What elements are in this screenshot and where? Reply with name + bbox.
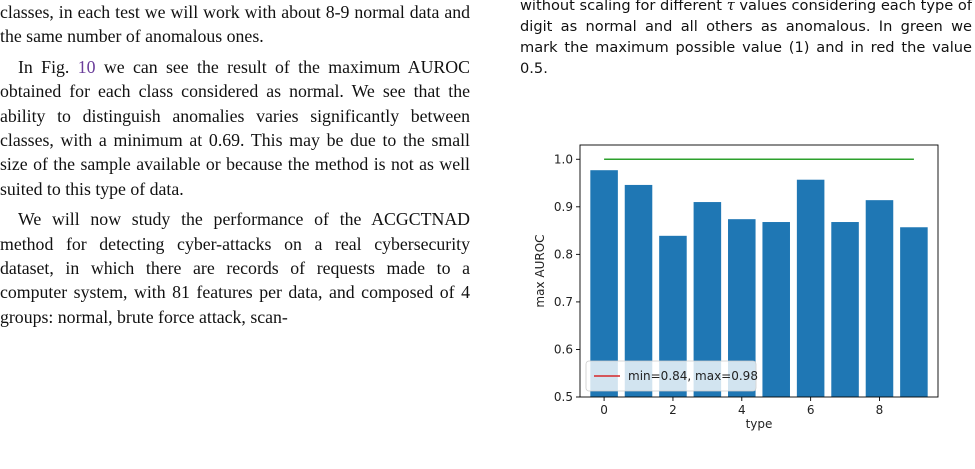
caption-lead: without scaling for different [520,0,727,14]
axes-group: 0.5 0.6 0.7 0.8 0.9 1.0 0 2 4 6 8 type max AUROC [533,144,939,431]
caption-body: values considering each type of digit as… [520,0,972,77]
y-axis-title: max AUROC [533,234,547,307]
legend-box [585,360,757,392]
x-tick-label: 6 [807,403,815,417]
paragraph-fig10-body: we can see the result of the maximum AUR… [0,56,470,199]
bar-type-5 [762,222,790,397]
plot-frame [579,144,939,398]
y-tick-label: 0.6 [554,342,573,356]
y-tick-label: 0.9 [554,200,573,214]
paragraph-fig10: In Fig. 10 we can see the result of the … [0,55,470,201]
left-text-column: classes, in each test we will work with … [0,0,470,329]
y-tick-label: 1.0 [554,152,573,166]
paragraph-fig10-lead: In Fig. [18,56,78,77]
tau-symbol: τ [726,0,735,14]
bar-type-9 [900,227,928,397]
legend-label: min=0.84, max=0.98 [628,369,758,383]
caption-text: without scaling for different τ values c… [520,0,972,79]
x-tick-label: 8 [876,403,884,417]
bar-type-8 [865,200,894,397]
x-tick-label: 4 [738,403,746,417]
bar-type-6 [796,179,825,397]
bar-type-0 [590,170,618,397]
bar-type-7 [831,222,859,397]
y-tick-label: 0.8 [554,247,573,261]
figure-reference-link[interactable]: 10 [77,56,96,77]
y-tick-label: 0.5 [554,390,573,404]
x-axis-title: type [746,417,773,431]
paragraph-cybersecurity: We will now study the performance of the… [0,209,470,327]
paragraph-continuation: classes, in each test we will work with … [0,2,470,47]
y-tick-label: 0.7 [554,295,573,309]
auroc-bar-chart: 0.5 0.6 0.7 0.8 0.9 1.0 0 2 4 6 8 type max AUROC min… [533,144,939,431]
figure-caption: without scaling for different τ values c… [520,0,972,79]
legend: min=0.84, max=0.98 [585,360,758,392]
x-tick-label: 2 [669,403,677,417]
x-tick-label: 0 [600,403,608,417]
